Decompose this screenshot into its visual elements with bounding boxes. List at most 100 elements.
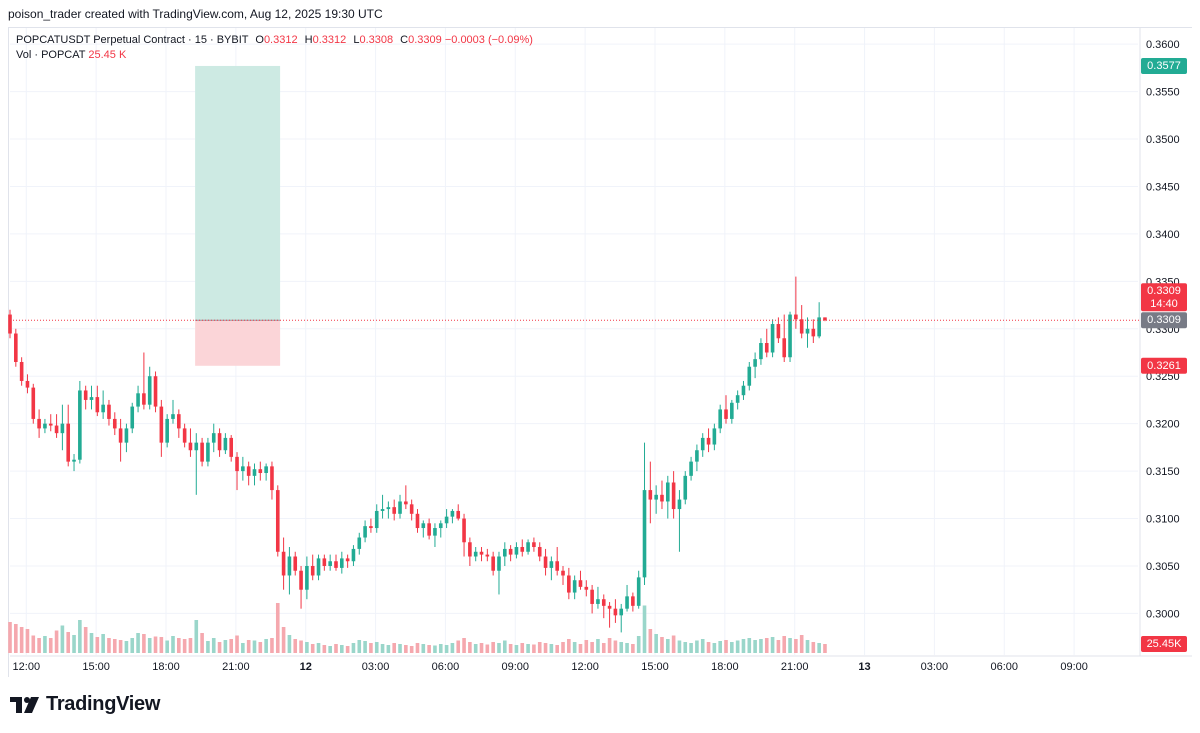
volume-bar (555, 645, 559, 653)
candle-body (473, 551, 478, 557)
volume-bar (328, 646, 332, 653)
volume-bar (305, 642, 309, 653)
candle-body (462, 518, 466, 543)
long-position-tool (195, 65, 281, 366)
candle-body (741, 385, 746, 396)
last-price-badge-text: 14:40 (1150, 298, 1178, 310)
price-tick-label: 0.3450 (1146, 181, 1180, 193)
candle-body (107, 404, 111, 419)
volume-bar (799, 635, 804, 653)
candle-body (695, 450, 699, 462)
candle-body (194, 442, 199, 451)
volume-bar (601, 643, 606, 653)
volume-bar (427, 645, 431, 653)
volume-bar (124, 641, 129, 653)
volume-bar (747, 638, 752, 653)
volume-bar (369, 643, 373, 653)
volume-title[interactable]: Vol · POPCAT (16, 49, 86, 61)
candle-body (223, 437, 228, 451)
candle-body (677, 499, 682, 510)
price-tick-label: 0.3050 (1146, 561, 1180, 573)
volume-bar (153, 636, 158, 653)
volume-bar (398, 644, 402, 653)
candle-body (270, 466, 274, 491)
candle-body (14, 333, 18, 362)
symbol-title[interactable]: POPCATUSDT Perpetual Contract · 15 · BYB… (16, 34, 249, 46)
volume-bar (19, 627, 24, 653)
candle-body (351, 548, 356, 562)
candle-body (520, 547, 525, 552)
candle-body (66, 423, 71, 462)
volume-bar (31, 635, 36, 653)
time-tick-label: 12:00 (13, 661, 41, 673)
candle-body (799, 319, 804, 334)
volume-bar (118, 640, 123, 653)
volume-bar (310, 644, 315, 653)
candle-body (48, 423, 53, 426)
volume-bar (223, 640, 228, 653)
candle-body (246, 466, 251, 476)
volume-bar (177, 638, 181, 653)
candle-body (561, 570, 565, 576)
candle-body (578, 580, 583, 587)
price-tick-label: 0.3000 (1146, 608, 1180, 620)
volume-bar (514, 645, 519, 653)
candle-body (811, 328, 816, 337)
candle-body (19, 361, 24, 381)
change-value: −0.0003 (−0.09%) (444, 34, 533, 46)
candle-body (794, 314, 798, 320)
volume-bar (660, 637, 664, 653)
candle-body (753, 359, 757, 367)
volume-bar (788, 638, 792, 653)
volume-legend-row: Vol · POPCAT 25.45 K (16, 48, 533, 63)
chart-grid (10, 28, 1138, 655)
candle-body (72, 459, 76, 462)
volume-bar (246, 640, 251, 653)
volume-badge (1141, 636, 1187, 652)
candle-body (264, 466, 268, 474)
candle-body (43, 423, 47, 429)
candle-body (502, 548, 507, 557)
volume-bar (89, 633, 94, 653)
volume-bar (438, 644, 443, 653)
volume-bar (561, 642, 565, 653)
volume-bar (409, 646, 414, 653)
volume-bar (462, 638, 466, 653)
candle-body (147, 376, 152, 405)
candle-body (159, 406, 164, 443)
chart-legend: POPCATUSDT Perpetual Contract · 15 · BYB… (16, 33, 533, 63)
candle-body (607, 605, 612, 609)
volume-bar (334, 644, 338, 653)
volume-bar (706, 642, 711, 653)
volume-bar (293, 639, 298, 653)
volume-bar (596, 639, 600, 653)
volume-bar (456, 640, 461, 653)
volume-bar (532, 644, 536, 653)
candle-body (118, 428, 123, 443)
candle-body (316, 558, 321, 576)
candle-body (759, 343, 763, 360)
volume-bar (823, 644, 827, 653)
volume-bar (275, 603, 280, 653)
volume-bar (316, 643, 321, 653)
target-price-badge-text: 0.3577 (1147, 60, 1181, 72)
candle-body (299, 570, 303, 590)
candle-body (165, 418, 169, 443)
volume-bar (380, 644, 385, 653)
candle-body (555, 561, 559, 571)
volume-bar (700, 639, 705, 653)
candle-body (101, 404, 105, 413)
volume-bar (43, 636, 47, 653)
volume-bar (671, 635, 676, 653)
candle-body (177, 414, 181, 429)
candle-body (706, 437, 711, 445)
volume-bar (567, 639, 571, 653)
volume-bar (730, 642, 734, 653)
price-tick-label: 0.3400 (1146, 229, 1180, 241)
time-tick-label: 15:00 (82, 661, 110, 673)
volume-bar (101, 634, 105, 653)
volume-bar (415, 643, 420, 653)
candle-body (636, 577, 641, 606)
volume-bar (724, 640, 728, 653)
